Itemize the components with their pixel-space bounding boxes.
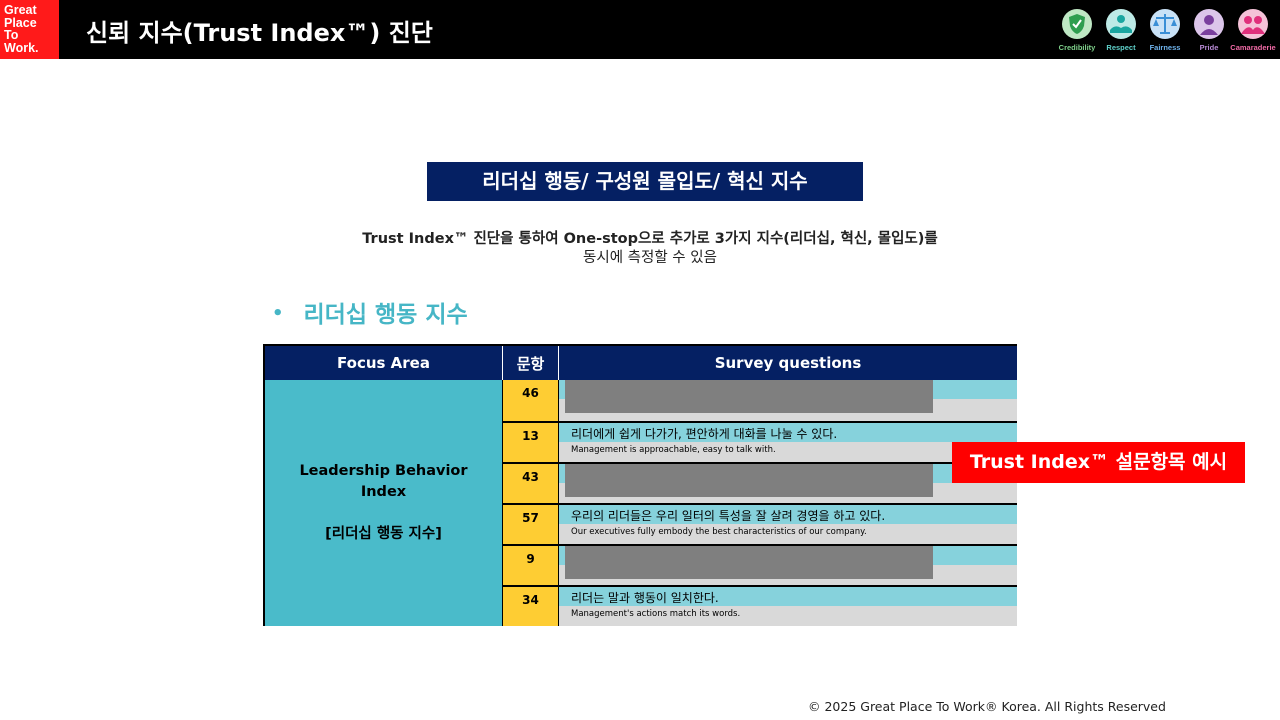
question-cell: 리더에게 쉽게 다가가, 편안하게 대화를 나눌 수 있다. Managemen… [559,423,1017,462]
dimension-pride: Pride [1190,8,1228,52]
intro-text: Trust Index™ 진단을 통하여 One-stop으로 추가로 3가지 … [280,230,1020,268]
dimension-label: Fairness [1149,43,1181,52]
dimension-camaraderie: Camaraderie [1230,8,1276,52]
dimension-label: Credibility [1058,43,1096,52]
focus-area-cell: Leadership Behavior Index [리더십 행동 지수] [265,380,503,626]
bullet-icon: • [272,303,284,324]
dimension-label: Respect [1106,43,1136,52]
redacted-block [565,380,933,413]
copyright-footer: © 2025 Great Place To Work® Korea. All R… [808,699,1166,714]
table-row: 9 [503,544,1017,585]
question-cell: 우리의 리더들은 우리 일터의 특성을 잘 살려 경영을 하고 있다. Our … [559,505,1017,544]
question-cell: 리더는 말과 행동이 일치한다. Management's actions ma… [559,587,1017,626]
table-row: 57 우리의 리더들은 우리 일터의 특성을 잘 살려 경영을 하고 있다. O… [503,503,1017,544]
table-row: 13 리더에게 쉽게 다가가, 편안하게 대화를 나눌 수 있다. Manage… [503,421,1017,462]
question-cell [559,380,1017,421]
redacted-block [565,546,933,579]
dimension-label: Pride [1199,43,1219,52]
item-number: 13 [503,423,559,462]
dimension-label: Camaraderie [1230,43,1276,52]
dimension-fairness: Fairness [1146,8,1184,52]
intro-line: Trust Index™ 진단을 통하여 One-stop으로 추가로 3가지 … [362,231,938,247]
redacted-block [565,464,933,497]
scales-icon [1150,9,1180,39]
item-number: 34 [503,587,559,626]
logo-line: Place [4,15,37,30]
section-title: 리더십 행동 지수 [303,302,468,328]
logo-line: Work. [4,40,39,55]
trust-dimensions: Credibility Respect Fairness [1058,8,1276,52]
page-title: 신뢰 지수(Trust Index™) 진단 [86,19,433,47]
dimension-respect: Respect [1102,8,1140,52]
section-banner: 리더십 행동/ 구성원 몰입도/ 혁신 지수 [427,162,863,201]
section-heading: • 리더십 행동 지수 [272,295,468,329]
question-english: Our executives fully embody the best cha… [571,527,867,537]
logo-line: Great [4,3,37,17]
item-number: 43 [503,464,559,503]
question-english: Management's actions match its words. [571,609,741,619]
focus-area-line: Leadership Behavior [299,463,468,479]
item-number: 9 [503,546,559,585]
question-korean: 리더에게 쉽게 다가가, 편안하게 대화를 나눌 수 있다. [571,427,838,441]
person-icon [1194,9,1224,39]
item-number: 46 [503,380,559,421]
table-row: 46 [503,380,1017,421]
focus-area-line: Index [360,484,407,500]
question-cell [559,546,1017,585]
header-bar: Great Place To Work. 신뢰 지수(Trust Index™)… [0,0,1280,59]
table-row: 43 [503,462,1017,503]
gptw-logo: Great Place To Work. [0,0,59,59]
header-focus-area: Focus Area [265,346,503,380]
header-item-number: 문항 [503,346,559,380]
header-survey-questions: Survey questions [559,346,1017,380]
dimension-credibility: Credibility [1058,8,1096,52]
hands-icon [1106,9,1136,39]
table-row: 34 리더는 말과 행동이 일치한다. Management's actions… [503,585,1017,626]
focus-area-line: [리더십 행동 지수] [325,526,442,542]
logo-line: To [4,28,19,42]
group-icon [1238,9,1268,39]
question-english: Management is approachable, easy to talk… [571,445,776,455]
question-korean: 리더는 말과 행동이 일치한다. [571,591,719,605]
survey-table: Focus Area 문항 Survey questions Leadershi… [263,344,1017,626]
question-korean: 우리의 리더들은 우리 일터의 특성을 잘 살려 경영을 하고 있다. [571,509,886,523]
shield-icon [1062,9,1092,39]
example-callout: Trust Index™ 설문항목 예시 [952,442,1245,483]
question-cell [559,464,1017,503]
intro-line: 동시에 측정할 수 있음 [583,250,717,266]
item-number: 57 [503,505,559,544]
